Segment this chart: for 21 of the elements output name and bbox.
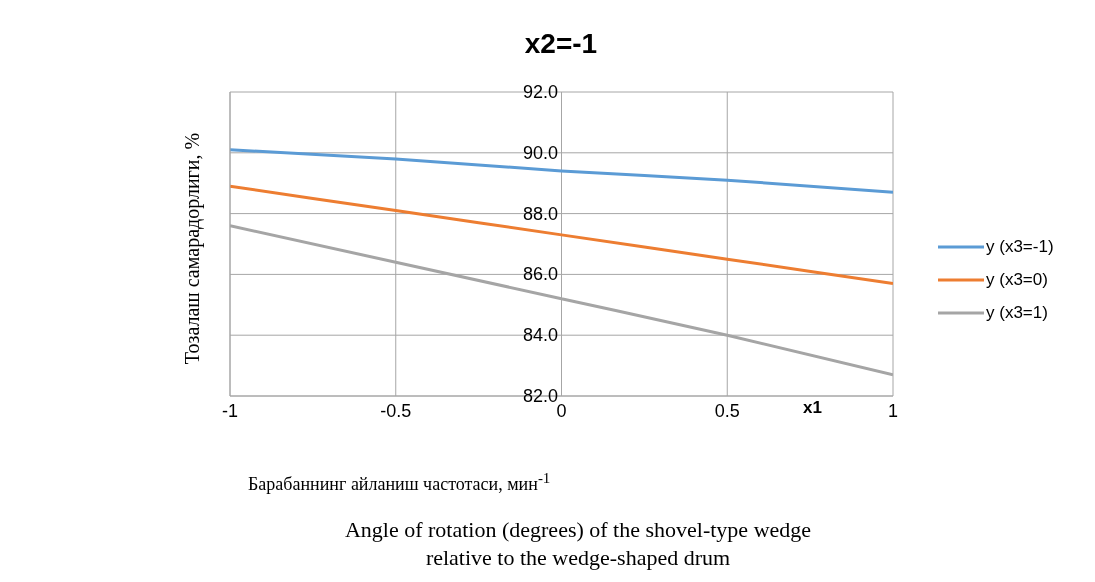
legend-label: y (x3=-1)	[986, 236, 1054, 258]
y-tick-label: 90.0	[522, 142, 558, 163]
x-tick-label: 0.5	[714, 400, 740, 421]
x-tick-label: 1	[887, 400, 899, 421]
x-axis-title: x1	[803, 398, 822, 418]
x-tick-label: -1	[221, 400, 239, 421]
y-tick-label: 92.0	[522, 82, 558, 102]
x-tick-label: -0.5	[380, 400, 412, 421]
text: Angle of rotation (degrees) of the shovel-type wedge relative to the wedge-shaped drum	[344, 517, 812, 570]
y-tick-label: 88.0	[522, 203, 558, 224]
line-series	[230, 148, 893, 194]
text: Барабаннинг айланиш частотаси, мин$^{-1}$	[248, 470, 551, 494]
y-axis-title: Тозалаш самарадорлиги, %	[181, 132, 205, 364]
y-tick-label: 86.0	[522, 264, 558, 285]
y-tick-label: 82.0	[522, 386, 558, 406]
y-tick-label: 84.0	[522, 325, 558, 346]
line-series	[230, 184, 893, 286]
legend-label: y (x3=0)	[986, 269, 1048, 291]
legend-label: y (x3=1)	[986, 302, 1048, 324]
chart-title: x2=-1	[523, 28, 599, 60]
x-tick-label: 0	[556, 400, 567, 421]
